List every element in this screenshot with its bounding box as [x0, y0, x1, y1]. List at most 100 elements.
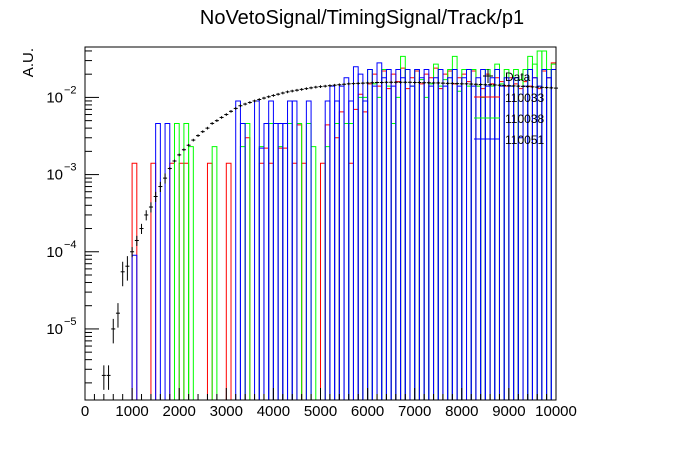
bin-110038-7: [268, 122, 274, 400]
x-tick-label-9: 9000: [492, 403, 525, 420]
data-point-89: [521, 85, 526, 88]
data-point-3: [115, 303, 120, 328]
bin-110051-1: [155, 122, 161, 400]
bin-110033-62: [546, 77, 552, 400]
data-point-28: [233, 107, 238, 110]
bin-110033-22: [357, 93, 364, 400]
bin-110051-33: [409, 85, 416, 400]
data-point-47: [323, 84, 328, 88]
data-point-55: [360, 81, 365, 85]
bin-110033-9: [263, 147, 270, 400]
series-110051: [131, 62, 556, 400]
data-point-41: [294, 88, 299, 92]
bin-110038-2: [188, 146, 194, 400]
data-point-31: [247, 101, 252, 104]
bin-110033-28: [385, 88, 392, 400]
bin-110051-24: [367, 68, 373, 400]
bin-110038-24: [390, 122, 397, 400]
bin-110033-25: [371, 73, 378, 400]
data-point-27: [229, 110, 234, 113]
bin-110051-14: [305, 100, 312, 400]
bin-110038-31: [423, 96, 430, 400]
bin-110051-42: [451, 68, 458, 400]
bin-110033-44: [461, 73, 468, 400]
bin-110033-35: [418, 83, 425, 400]
data-point-22: [205, 126, 210, 130]
data-point-70: [431, 81, 436, 85]
data-point-17: [181, 148, 186, 152]
data-point-85: [502, 84, 507, 87]
bin-110038-19: [367, 68, 373, 400]
data-point-50: [337, 83, 342, 87]
bin-110051-41: [447, 77, 453, 400]
bin-110038-41: [470, 68, 477, 400]
data-point-53: [351, 82, 356, 85]
bin-110033-4: [183, 162, 190, 400]
data-point-16: [177, 153, 182, 157]
bin-110033-24: [367, 83, 373, 400]
bin-110051-20: [348, 100, 354, 400]
bin-110038-26: [400, 55, 406, 400]
plot-area: [131, 50, 556, 400]
bin-110033-8: [258, 162, 265, 400]
bin-110038-34: [437, 85, 444, 400]
legend: Data 110033 110038 110051: [474, 69, 544, 147]
bin-110051-22: [357, 73, 364, 400]
bin-110051-23: [362, 100, 369, 400]
bin-110051-25: [371, 85, 378, 400]
data-point-24: [214, 119, 219, 123]
bin-110051-29: [390, 85, 397, 400]
bin-110051-8: [268, 100, 274, 400]
bin-110033-37: [428, 77, 435, 400]
data-point-76: [459, 82, 464, 86]
data-point-4: [120, 261, 125, 287]
bin-110038-33: [433, 63, 439, 400]
bin-110051-27: [381, 77, 387, 400]
data-point-12: [158, 181, 163, 192]
data-point-5: [125, 256, 130, 281]
legend-label-3: 110051: [505, 133, 544, 147]
x-tick-label-10: 10000: [535, 403, 577, 420]
bin-110038-16: [348, 122, 354, 400]
bin-110051-5: [254, 100, 260, 400]
bin-110033-47: [475, 85, 482, 400]
data-point-20: [196, 134, 201, 137]
data-point-21: [200, 130, 205, 134]
bin-110051-18: [338, 85, 345, 400]
data-point-23: [210, 122, 215, 125]
bin-110033-23: [362, 111, 369, 400]
data-point-90: [525, 85, 530, 88]
y-axis: 10−510−410−310−2: [46, 50, 99, 384]
data-point-1: [106, 365, 111, 390]
bin-110038-44: [484, 68, 491, 400]
bin-110033-20: [348, 162, 354, 400]
bin-110051-2: [164, 122, 171, 400]
data-point-95: [549, 86, 554, 90]
bin-110033-0: [131, 162, 138, 400]
bin-110051-47: [475, 77, 482, 400]
bin-110051-6: [258, 147, 265, 400]
bin-110038-32: [428, 83, 435, 400]
bin-110051-3: [235, 100, 241, 400]
bin-110038-51: [517, 79, 524, 400]
bin-110051-48: [480, 68, 486, 400]
data-point-80: [478, 83, 483, 86]
legend-item-2: 110038: [474, 112, 544, 126]
bin-110051-50: [489, 77, 496, 400]
bin-110038-10: [296, 122, 303, 400]
bin-110051-52: [498, 85, 505, 400]
legend-item-0: Data: [483, 69, 531, 84]
bin-110051-30: [395, 68, 402, 400]
bin-110033-13: [291, 162, 298, 400]
bin-110033-51: [494, 77, 500, 400]
data-point-83: [492, 83, 497, 87]
bin-110038-23: [385, 85, 392, 400]
data-point-30: [243, 102, 248, 106]
data-point-64: [403, 80, 408, 84]
bin-110033-26: [376, 85, 383, 400]
bin-110038-39: [461, 68, 468, 400]
bin-110051-44: [461, 77, 468, 400]
bin-110051-63: [550, 68, 556, 400]
bin-110033-59: [531, 77, 538, 400]
data-point-51: [342, 82, 347, 86]
